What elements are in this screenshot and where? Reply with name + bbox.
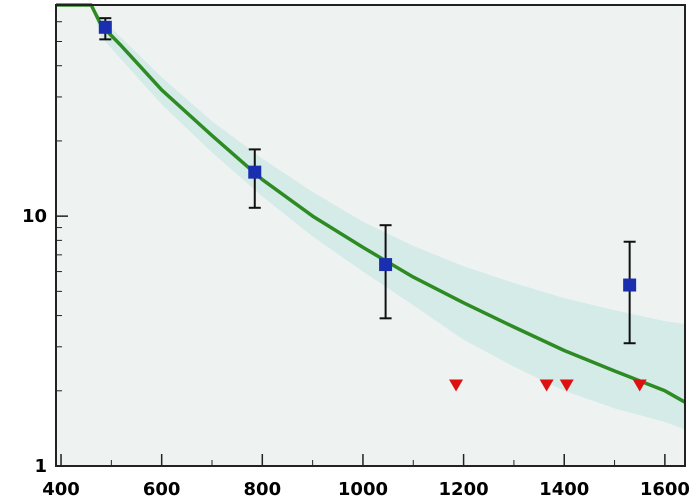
x-tick-label: 1600 — [640, 479, 690, 500]
upper-limit-marker — [632, 379, 647, 392]
error-bar — [623, 240, 636, 345]
x-tick-label: 400 — [42, 479, 80, 500]
upper-limit-marker — [449, 379, 464, 392]
x-tick-label: 1400 — [539, 479, 589, 500]
x-tick-label: 1000 — [338, 479, 388, 500]
data-point — [98, 20, 112, 34]
y-tick-label: 10 — [22, 206, 47, 227]
y-tick-label: 1 — [34, 456, 47, 477]
plot-frame — [55, 4, 686, 467]
data-point — [623, 278, 637, 292]
x-tick-label: 1200 — [439, 479, 489, 500]
data-point — [248, 165, 262, 179]
x-tick-label: 600 — [143, 479, 181, 500]
x-tick-label: 800 — [244, 479, 282, 500]
data-point — [379, 258, 393, 272]
error-bar — [379, 224, 392, 320]
upper-limit-marker — [539, 379, 554, 392]
confidence-band — [56, 5, 685, 430]
upper-limit-marker — [559, 379, 574, 392]
model-curve — [56, 3, 686, 404]
